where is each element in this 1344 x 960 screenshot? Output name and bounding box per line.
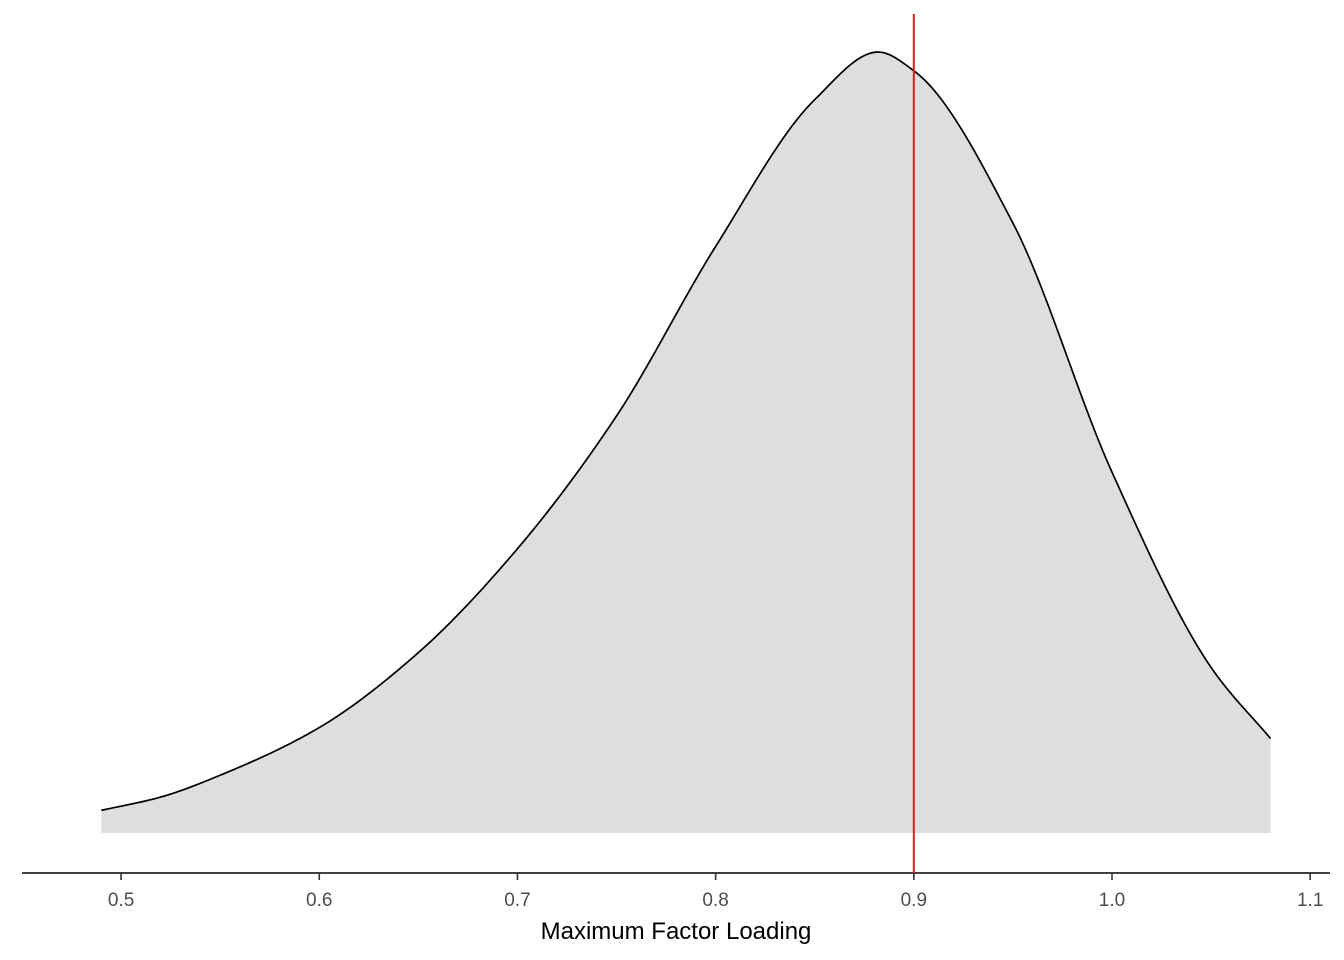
- x-tick-label: 0.6: [306, 890, 332, 911]
- x-axis-title: Maximum Factor Loading: [541, 918, 812, 945]
- x-axis-ticks: 0.5 0.6 0.7 0.8 0.9 1.0 1.1: [108, 873, 1323, 911]
- x-tick-label: 1.0: [1099, 890, 1125, 911]
- x-tick-label: 1.1: [1297, 890, 1323, 911]
- x-tick-label: 0.7: [504, 890, 530, 911]
- density-curve: [101, 51, 1272, 812]
- x-tick-label: 0.9: [901, 890, 927, 911]
- x-tick-label: 0.5: [108, 890, 134, 911]
- density-area: [101, 52, 1271, 833]
- x-tick-label: 0.8: [702, 890, 728, 911]
